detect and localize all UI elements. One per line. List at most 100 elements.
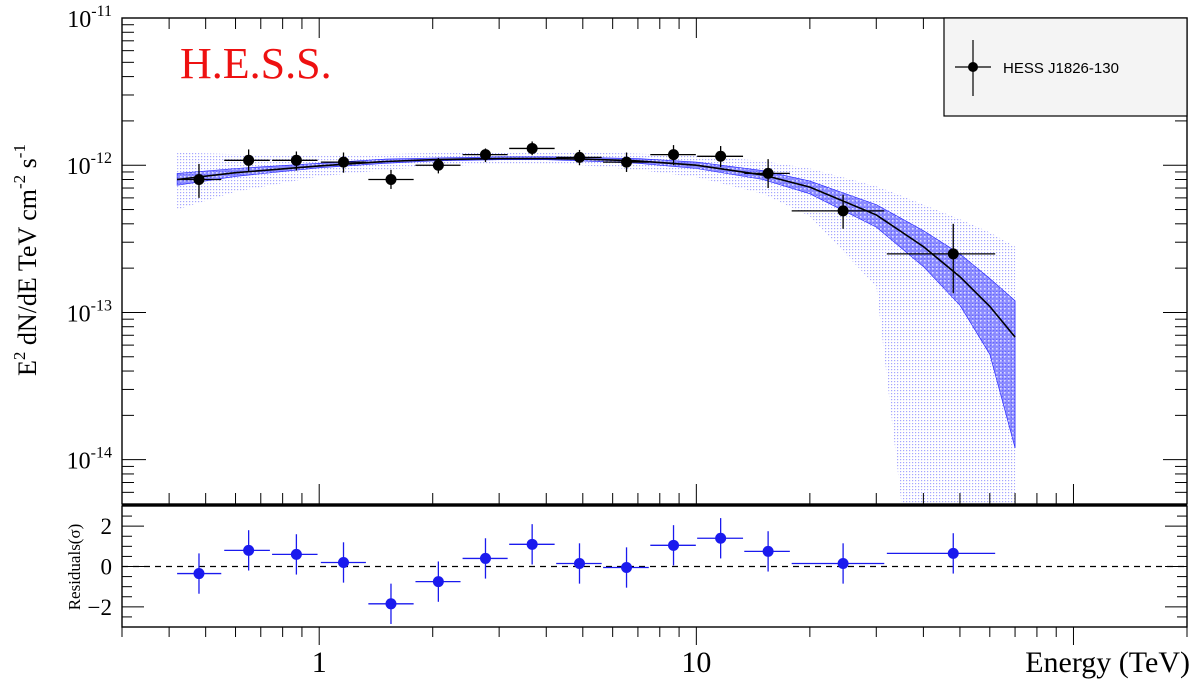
y-axis-label-part: E <box>13 360 42 376</box>
residual-point <box>224 530 270 571</box>
residual-point-marker <box>668 539 680 551</box>
spectrum-point <box>791 194 885 229</box>
spectrum-point-marker <box>947 248 959 260</box>
residual-point-marker <box>621 562 633 574</box>
residual-point-marker <box>947 547 959 559</box>
spectrum-point-marker <box>243 154 255 166</box>
x-tick-label: 1 <box>312 646 327 679</box>
residual-point-marker <box>243 544 255 556</box>
residual-point <box>886 533 996 574</box>
y-tick-label-base: 10 <box>67 154 91 180</box>
hess-watermark: H.E.S.S. <box>180 39 332 88</box>
residual-point <box>556 543 602 584</box>
residual-point-marker <box>385 598 397 610</box>
residual-point <box>320 542 366 583</box>
residual-point <box>272 534 318 575</box>
spectrum-point <box>886 223 996 294</box>
residual-axes: 2 0 −2 1 10 <box>88 503 1188 679</box>
spectrum-point <box>697 146 744 168</box>
spectrum-point-marker <box>526 142 538 154</box>
inner-uncertainty-band <box>176 156 1016 449</box>
residual-point <box>177 553 222 594</box>
spectrum-point-marker <box>621 156 633 168</box>
residual-point-marker <box>526 538 538 550</box>
spectrum-point <box>224 149 270 172</box>
spectrum-point-marker <box>385 173 397 185</box>
y-tick-label-exponent: -12 <box>91 150 112 167</box>
legend: HESS J1826-130 <box>943 17 1188 117</box>
y-tick-label-base: 10 <box>67 301 91 327</box>
legend-marker <box>968 62 978 72</box>
y-tick-label: 10-13 <box>67 297 112 327</box>
spectrum-point-marker <box>432 159 444 171</box>
uncertainty-bands <box>176 152 1016 504</box>
x-axis-label: Energy (TeV) <box>1025 646 1190 679</box>
spectrum-point-marker <box>573 151 585 163</box>
y-axis-label-part: -2 <box>10 175 29 189</box>
residual-point-marker <box>479 552 491 564</box>
y-tick-label: 10-14 <box>67 445 112 475</box>
residual-point-marker <box>762 545 774 557</box>
residual-point-marker <box>715 532 727 544</box>
residual-point <box>744 531 790 572</box>
y-tick-label: 10-11 <box>67 3 112 33</box>
residual-point-marker <box>573 557 585 569</box>
spectrum-point <box>650 145 696 166</box>
spectrum-point-marker <box>668 149 680 161</box>
spectrum-point <box>368 169 414 189</box>
fit-curve-layer <box>177 157 1016 338</box>
residual-y-tick-label: 2 <box>101 514 113 539</box>
x-tick-label: 10 <box>681 646 711 679</box>
spectrum-point <box>509 141 555 156</box>
spectrum-point-marker <box>715 150 727 162</box>
y-axis-label-part: dN/dE TeV cm <box>13 189 42 352</box>
residual-points-layer <box>177 518 996 624</box>
y-axis-label-part: s <box>13 158 42 175</box>
y-tick-label-exponent: -14 <box>91 445 112 462</box>
spectrum-point-marker <box>193 173 205 185</box>
y-tick-label-base: 10 <box>67 7 91 33</box>
residual-axis-label: Residuals(σ) <box>65 524 84 611</box>
residual-point <box>650 525 696 566</box>
spectrum-point-marker <box>762 167 774 179</box>
y-axis-label-part: 2 <box>10 352 29 361</box>
residual-point <box>462 538 508 579</box>
spectrum-point <box>462 148 508 163</box>
spectrum-point <box>603 152 649 172</box>
legend-entry-label: HESS J1826-130 <box>1003 60 1119 77</box>
spectrum-point <box>177 163 222 198</box>
residual-point <box>603 547 649 588</box>
residual-point <box>791 543 885 584</box>
spectrum-point <box>415 157 461 174</box>
spectrum-point <box>272 151 318 171</box>
y-tick-label-exponent: -13 <box>91 297 112 314</box>
fit-curve <box>177 157 1016 338</box>
y-tick-label-base: 10 <box>67 449 91 475</box>
residual-y-tick-label: −2 <box>88 595 112 620</box>
residual-point-marker <box>432 576 444 588</box>
y-tick-label: 10-12 <box>67 150 112 180</box>
spectrum-point <box>320 152 366 173</box>
spectrum-points-layer <box>177 141 996 294</box>
spectrum-point-marker <box>479 149 491 161</box>
residual-point <box>415 561 461 602</box>
residual-point-marker <box>290 548 302 560</box>
residual-point-marker <box>338 556 350 568</box>
residual-point-marker <box>193 568 205 580</box>
residual-point <box>697 518 744 559</box>
spectrum-point <box>744 159 790 189</box>
y-axis-label: E2 dN/dE TeV cm-2 s-1 <box>10 144 42 376</box>
spectrum-point-marker <box>290 154 302 166</box>
spectrum-point-marker <box>338 156 350 168</box>
residual-point-marker <box>837 557 849 569</box>
spectrum-point <box>556 149 602 166</box>
residual-point <box>368 583 414 624</box>
y-tick-label-exponent: -11 <box>91 3 112 20</box>
outer-uncertainty-band <box>177 152 1016 504</box>
spectrum-point-marker <box>837 205 849 217</box>
residual-point <box>509 524 555 565</box>
y-axis-label-part: -1 <box>10 144 29 158</box>
residual-y-tick-label: 0 <box>101 555 113 580</box>
